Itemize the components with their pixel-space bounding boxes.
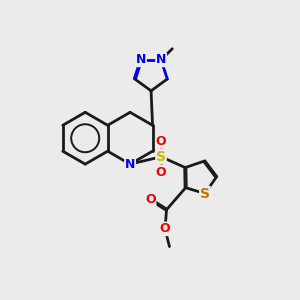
- Text: S: S: [156, 150, 166, 164]
- Text: O: O: [156, 166, 166, 178]
- Text: O: O: [156, 135, 166, 148]
- Text: S: S: [200, 187, 210, 200]
- Text: N: N: [125, 158, 135, 171]
- Text: O: O: [145, 193, 156, 206]
- Text: O: O: [160, 222, 170, 236]
- Text: N: N: [136, 53, 146, 66]
- Text: N: N: [156, 53, 166, 66]
